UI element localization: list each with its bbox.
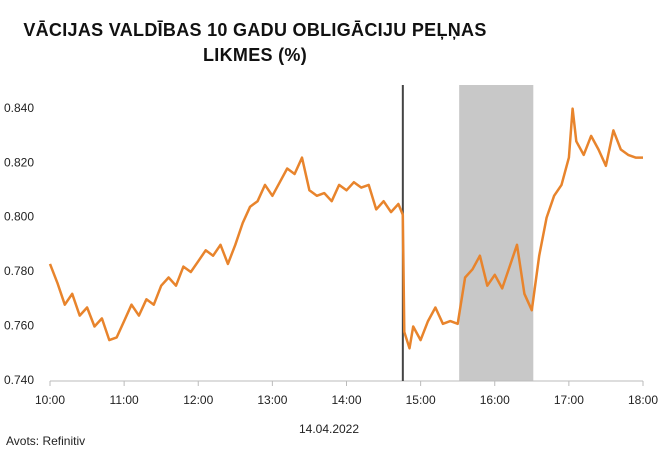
y-tick-label: 0.820 — [4, 155, 34, 169]
y-tick-label: 0.760 — [4, 319, 34, 333]
y-tick-label: 0.780 — [4, 264, 34, 278]
x-tick-label: 15:00 — [406, 393, 436, 407]
x-tick-label: 11:00 — [110, 393, 139, 407]
chart-title: VĀCIJAS VALDĪBAS 10 GADU OBLIGĀCIJU PEĻŅ… — [23, 20, 487, 65]
shaded-span — [459, 85, 534, 381]
y-tick-label: 0.800 — [4, 210, 34, 224]
source: Avots: Refinitiv — [6, 434, 85, 448]
x-tick-label: 17:00 — [554, 393, 584, 407]
y-tick-label: 0.740 — [4, 373, 34, 387]
y-tick-label: 0.840 — [4, 101, 34, 115]
x-tick-label: 16:00 — [480, 393, 510, 407]
x-tick-label: 14:00 — [331, 393, 361, 407]
x-tick-label: 18:00 — [628, 393, 658, 407]
line-series — [48, 107, 643, 350]
x-axis-label: 14.04.2022 — [299, 422, 359, 436]
x-tick-label: 10:00 — [35, 393, 65, 407]
x-tick-label: 12:00 — [183, 393, 213, 407]
x-tick-label: 13:00 — [257, 393, 287, 407]
